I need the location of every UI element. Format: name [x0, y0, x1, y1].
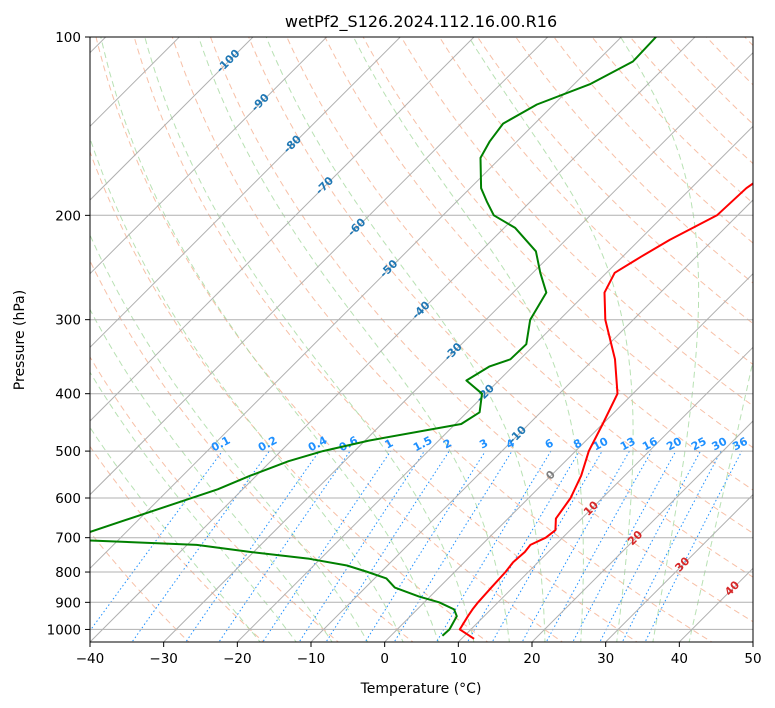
y-tick-label: 900: [55, 595, 81, 611]
y-tick-label: 400: [55, 387, 81, 403]
isotherm-line: [90, 37, 254, 201]
dry-adiabat-line: [476, 37, 753, 325]
moist-adiabat-line: [90, 233, 369, 642]
mixing-ratio-label: 20: [664, 435, 684, 454]
dry-adiabat-line: [248, 37, 753, 578]
isotherm-line: [236, 125, 753, 642]
mixing-ratio-line: [325, 450, 450, 642]
dry-adiabat-line: [209, 37, 753, 623]
profile-lines: [90, 37, 753, 640]
y-tick-label: 100: [55, 30, 81, 46]
mixing-ratio-line: [90, 450, 223, 632]
x-tick-label: −10: [297, 651, 326, 667]
x-tick-label: 40: [671, 651, 688, 667]
x-tick-label: −40: [76, 651, 105, 667]
mixing-ratio-label: 30: [710, 435, 730, 454]
isotherm-line: [90, 37, 549, 496]
mixing-ratio-line: [393, 450, 513, 642]
y-axis-label: Pressure (hPa): [12, 290, 28, 390]
y-tick-label: 300: [55, 313, 81, 329]
mixing-ratio-label: 25: [689, 435, 709, 454]
dry-adiabat-line: [90, 356, 340, 642]
x-tick-label: 20: [523, 651, 540, 667]
dry-adiabat-line: [90, 445, 265, 642]
axis-ticks: −40 −30 −20 −10 0 10 20 30 40 50 1000 900 800 700 600 5…: [47, 30, 762, 667]
isotherm-line: [310, 199, 753, 642]
isotherm-line: [457, 346, 753, 642]
y-tick-label: 600: [55, 491, 81, 507]
x-tick-label: 30: [597, 651, 614, 667]
isotherm-line: [90, 37, 402, 349]
dry-adiabat-line: [400, 37, 753, 407]
x-tick-label: −20: [223, 651, 252, 667]
x-tick-label: −30: [149, 651, 178, 667]
mixing-ratio-label: 13: [618, 435, 638, 454]
mixing-ratio-line: [262, 450, 392, 642]
mixing-ratio-line: [466, 450, 580, 642]
y-tick-label: 800: [55, 565, 81, 581]
mixing-ratio-line: [185, 450, 320, 642]
dry-adiabat-line: [362, 37, 753, 449]
x-axis-label: Temperature (°C): [360, 681, 482, 697]
isotherm-line: [383, 272, 753, 642]
mixing-ratio-line: [572, 450, 677, 642]
x-tick-label: 10: [450, 651, 467, 667]
mixing-ratio-line: [621, 450, 722, 642]
y-tick-label: 700: [55, 531, 81, 547]
mixing-ratio-line: [218, 450, 351, 642]
y-tick-label: 200: [55, 208, 81, 224]
isotherm-line: [162, 51, 753, 642]
x-tick-label: 50: [744, 651, 761, 667]
isotherm-line: [90, 37, 328, 275]
background-lines: [90, 37, 753, 642]
dry-adiabat-line: [286, 37, 753, 534]
dry-adiabat-line: [515, 37, 753, 284]
dry-adiabat-line: [133, 37, 638, 642]
dry-adiabat-line: [324, 37, 753, 491]
mixing-ratio-line: [131, 450, 270, 642]
mixing-ratio-line: [599, 450, 701, 642]
y-tick-label: 1000: [47, 622, 81, 638]
isotherm-line: [90, 37, 475, 422]
mixing-ratio-line: [298, 450, 425, 642]
mixing-ratio-label: 36: [730, 435, 750, 454]
dewpoint-profile: [90, 37, 657, 637]
isotherm-line: [531, 420, 753, 642]
isotherm-line: [90, 37, 696, 642]
temperature-profile: [458, 182, 753, 640]
dry-adiabat-line: [171, 37, 713, 642]
isotherm-line: [604, 493, 753, 642]
mixing-ratio-label: 16: [640, 435, 660, 454]
dry-adiabat-line: [629, 37, 753, 165]
chart-title: wetPf2_S126.2024.112.16.00.R16: [285, 12, 557, 32]
dry-adiabat-line: [90, 259, 414, 642]
dry-adiabat-line: [90, 150, 489, 642]
x-tick-label: 0: [380, 651, 389, 667]
plot-frame: [89, 36, 754, 643]
y-tick-label: 500: [55, 444, 81, 460]
dry-adiabat-line: [438, 37, 753, 366]
